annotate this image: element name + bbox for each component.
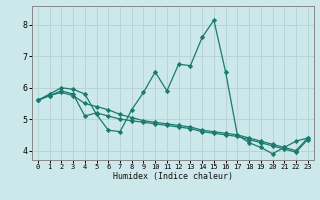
X-axis label: Humidex (Indice chaleur): Humidex (Indice chaleur) <box>113 172 233 181</box>
